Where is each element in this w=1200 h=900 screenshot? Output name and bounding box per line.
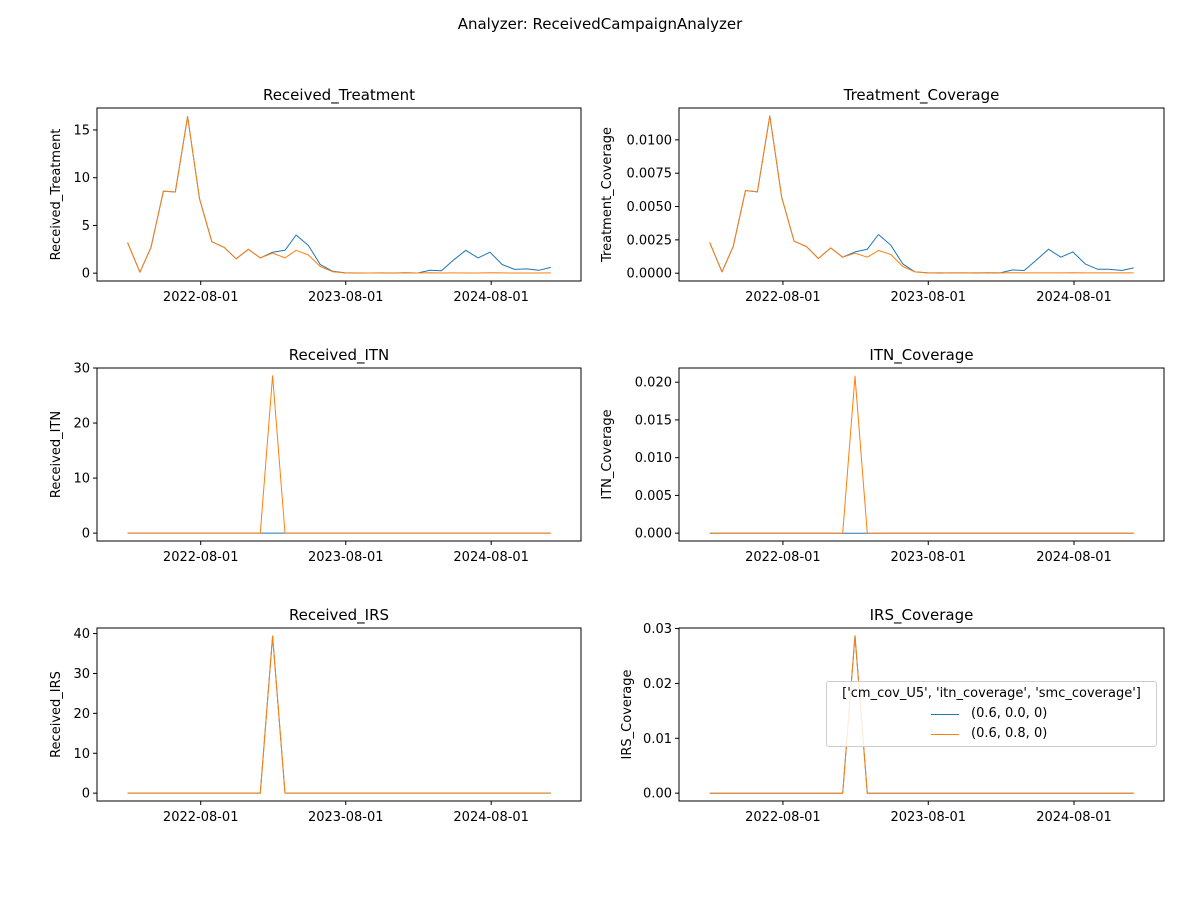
y-tick-label: 0.020 bbox=[635, 376, 672, 391]
subplot-received-irs: Received_IRS Received_IRS 0 10 20 30 40 2022-08… bbox=[49, 606, 582, 825]
x-tick-label: 2024-08-01 bbox=[453, 550, 529, 565]
y-tick-label: 0.0025 bbox=[627, 233, 673, 248]
y-axis-label: Treatment_Coverage bbox=[600, 127, 615, 263]
axes-frame bbox=[678, 107, 1165, 282]
y-tick-label: 0.0100 bbox=[627, 133, 673, 148]
y-tick-label: 30 bbox=[73, 362, 90, 377]
series-line-2 bbox=[127, 635, 551, 794]
x-tick-label: 2024-08-01 bbox=[453, 810, 529, 825]
y-axis-label: ITN_Coverage bbox=[600, 409, 615, 499]
y-tick-label: 0.0075 bbox=[627, 167, 673, 182]
x-tick-label: 2022-08-01 bbox=[745, 290, 821, 305]
y-tick-label: 10 bbox=[73, 171, 90, 186]
y-tick-label: 0 bbox=[82, 527, 90, 542]
legend: ['cm_cov_U5', 'itn_coverage', 'smc_cover… bbox=[826, 681, 1157, 747]
x-tick-label: 2024-08-01 bbox=[1036, 550, 1112, 565]
y-tick-label: 0.01 bbox=[643, 732, 672, 747]
subplot-title: Treatment_Coverage bbox=[843, 86, 1000, 105]
subplot-irs-coverage: IRS_Coverage IRS_Coverage 0.00 0.01 0.02 0.03… bbox=[620, 606, 1165, 825]
x-tick-label: 2023-08-01 bbox=[308, 550, 384, 565]
subplot-title: ITN_Coverage bbox=[869, 346, 973, 365]
subplot-treatment-coverage: Treatment_Coverage Treatment_Coverage 0.00… bbox=[600, 86, 1165, 305]
y-axis-label: Received_IRS bbox=[49, 671, 64, 758]
subplot-title: IRS_Coverage bbox=[870, 606, 974, 625]
y-tick-label: 0.005 bbox=[635, 489, 672, 504]
y-axis-label: IRS_Coverage bbox=[620, 670, 635, 760]
y-tick-label: 0 bbox=[82, 267, 90, 282]
x-tick-label: 2022-08-01 bbox=[745, 550, 821, 565]
axes-frame bbox=[678, 627, 1165, 802]
y-tick-label: 0.02 bbox=[643, 677, 672, 692]
series-line-1 bbox=[127, 635, 551, 794]
legend-line-series-1 bbox=[931, 714, 959, 715]
y-tick-label: 0 bbox=[82, 787, 90, 802]
x-tick-label: 2023-08-01 bbox=[308, 290, 384, 305]
figure-title: Analyzer: ReceivedCampaignAnalyzer bbox=[457, 15, 743, 33]
axes-frame bbox=[96, 107, 582, 282]
y-tick-label: 0.0050 bbox=[627, 200, 673, 215]
series-line-2 bbox=[709, 115, 1134, 274]
y-tick-label: 0.000 bbox=[635, 527, 672, 542]
y-tick-label: 20 bbox=[73, 417, 90, 432]
series-line-2 bbox=[709, 375, 1134, 534]
x-tick-label: 2024-08-01 bbox=[1036, 290, 1112, 305]
y-tick-label: 0.03 bbox=[643, 622, 672, 637]
y-axis-label: Received_Treatment bbox=[49, 129, 64, 261]
y-tick-label: 0.0000 bbox=[627, 267, 673, 282]
subplot-title: Received_IRS bbox=[289, 606, 389, 625]
x-tick-label: 2022-08-01 bbox=[163, 550, 239, 565]
subplot-received-itn: Received_ITN Received_ITN 0 10 20 30 2022-08-0… bbox=[49, 346, 582, 565]
legend-title: ['cm_cov_U5', 'itn_coverage', 'smc_cover… bbox=[842, 686, 1141, 701]
axes-frame bbox=[678, 367, 1165, 542]
x-tick-label: 2024-08-01 bbox=[1036, 810, 1112, 825]
subplot-itn-coverage: ITN_Coverage ITN_Coverage 0.000 0.005 0.010 0… bbox=[600, 346, 1165, 565]
y-axis-label: Received_ITN bbox=[49, 411, 64, 498]
y-tick-label: 0.010 bbox=[635, 451, 672, 466]
x-tick-label: 2023-08-01 bbox=[308, 810, 384, 825]
y-tick-label: 15 bbox=[73, 123, 90, 138]
legend-label: (0.6, 0.8, 0) bbox=[971, 726, 1048, 741]
x-tick-label: 2022-08-01 bbox=[163, 290, 239, 305]
y-tick-label: 10 bbox=[73, 472, 90, 487]
y-tick-label: 20 bbox=[73, 707, 90, 722]
x-tick-label: 2024-08-01 bbox=[453, 290, 529, 305]
x-tick-label: 2023-08-01 bbox=[890, 550, 966, 565]
x-tick-label: 2022-08-01 bbox=[163, 810, 239, 825]
x-tick-label: 2023-08-01 bbox=[890, 290, 966, 305]
subplot-title: Received_Treatment bbox=[263, 86, 415, 105]
y-tick-label: 0.015 bbox=[635, 413, 672, 428]
axes-frame bbox=[96, 367, 582, 542]
x-tick-label: 2022-08-01 bbox=[745, 810, 821, 825]
x-tick-label: 2023-08-01 bbox=[890, 810, 966, 825]
series-line-2 bbox=[127, 375, 551, 534]
legend-label: (0.6, 0.0, 0) bbox=[971, 706, 1048, 721]
y-tick-label: 30 bbox=[73, 667, 90, 682]
legend-line-series-2 bbox=[931, 734, 959, 735]
series-line-2 bbox=[127, 116, 551, 274]
y-tick-label: 40 bbox=[73, 627, 90, 642]
y-tick-label: 5 bbox=[82, 219, 90, 234]
y-tick-label: 10 bbox=[73, 747, 90, 762]
subplot-title: Received_ITN bbox=[289, 346, 390, 365]
y-tick-label: 0.00 bbox=[643, 787, 672, 802]
axes-frame bbox=[96, 627, 582, 802]
series-line-2 bbox=[709, 635, 1134, 794]
subplot-received-treatment: Received_Treatment Received_Treatment 0 5 10… bbox=[49, 86, 582, 305]
